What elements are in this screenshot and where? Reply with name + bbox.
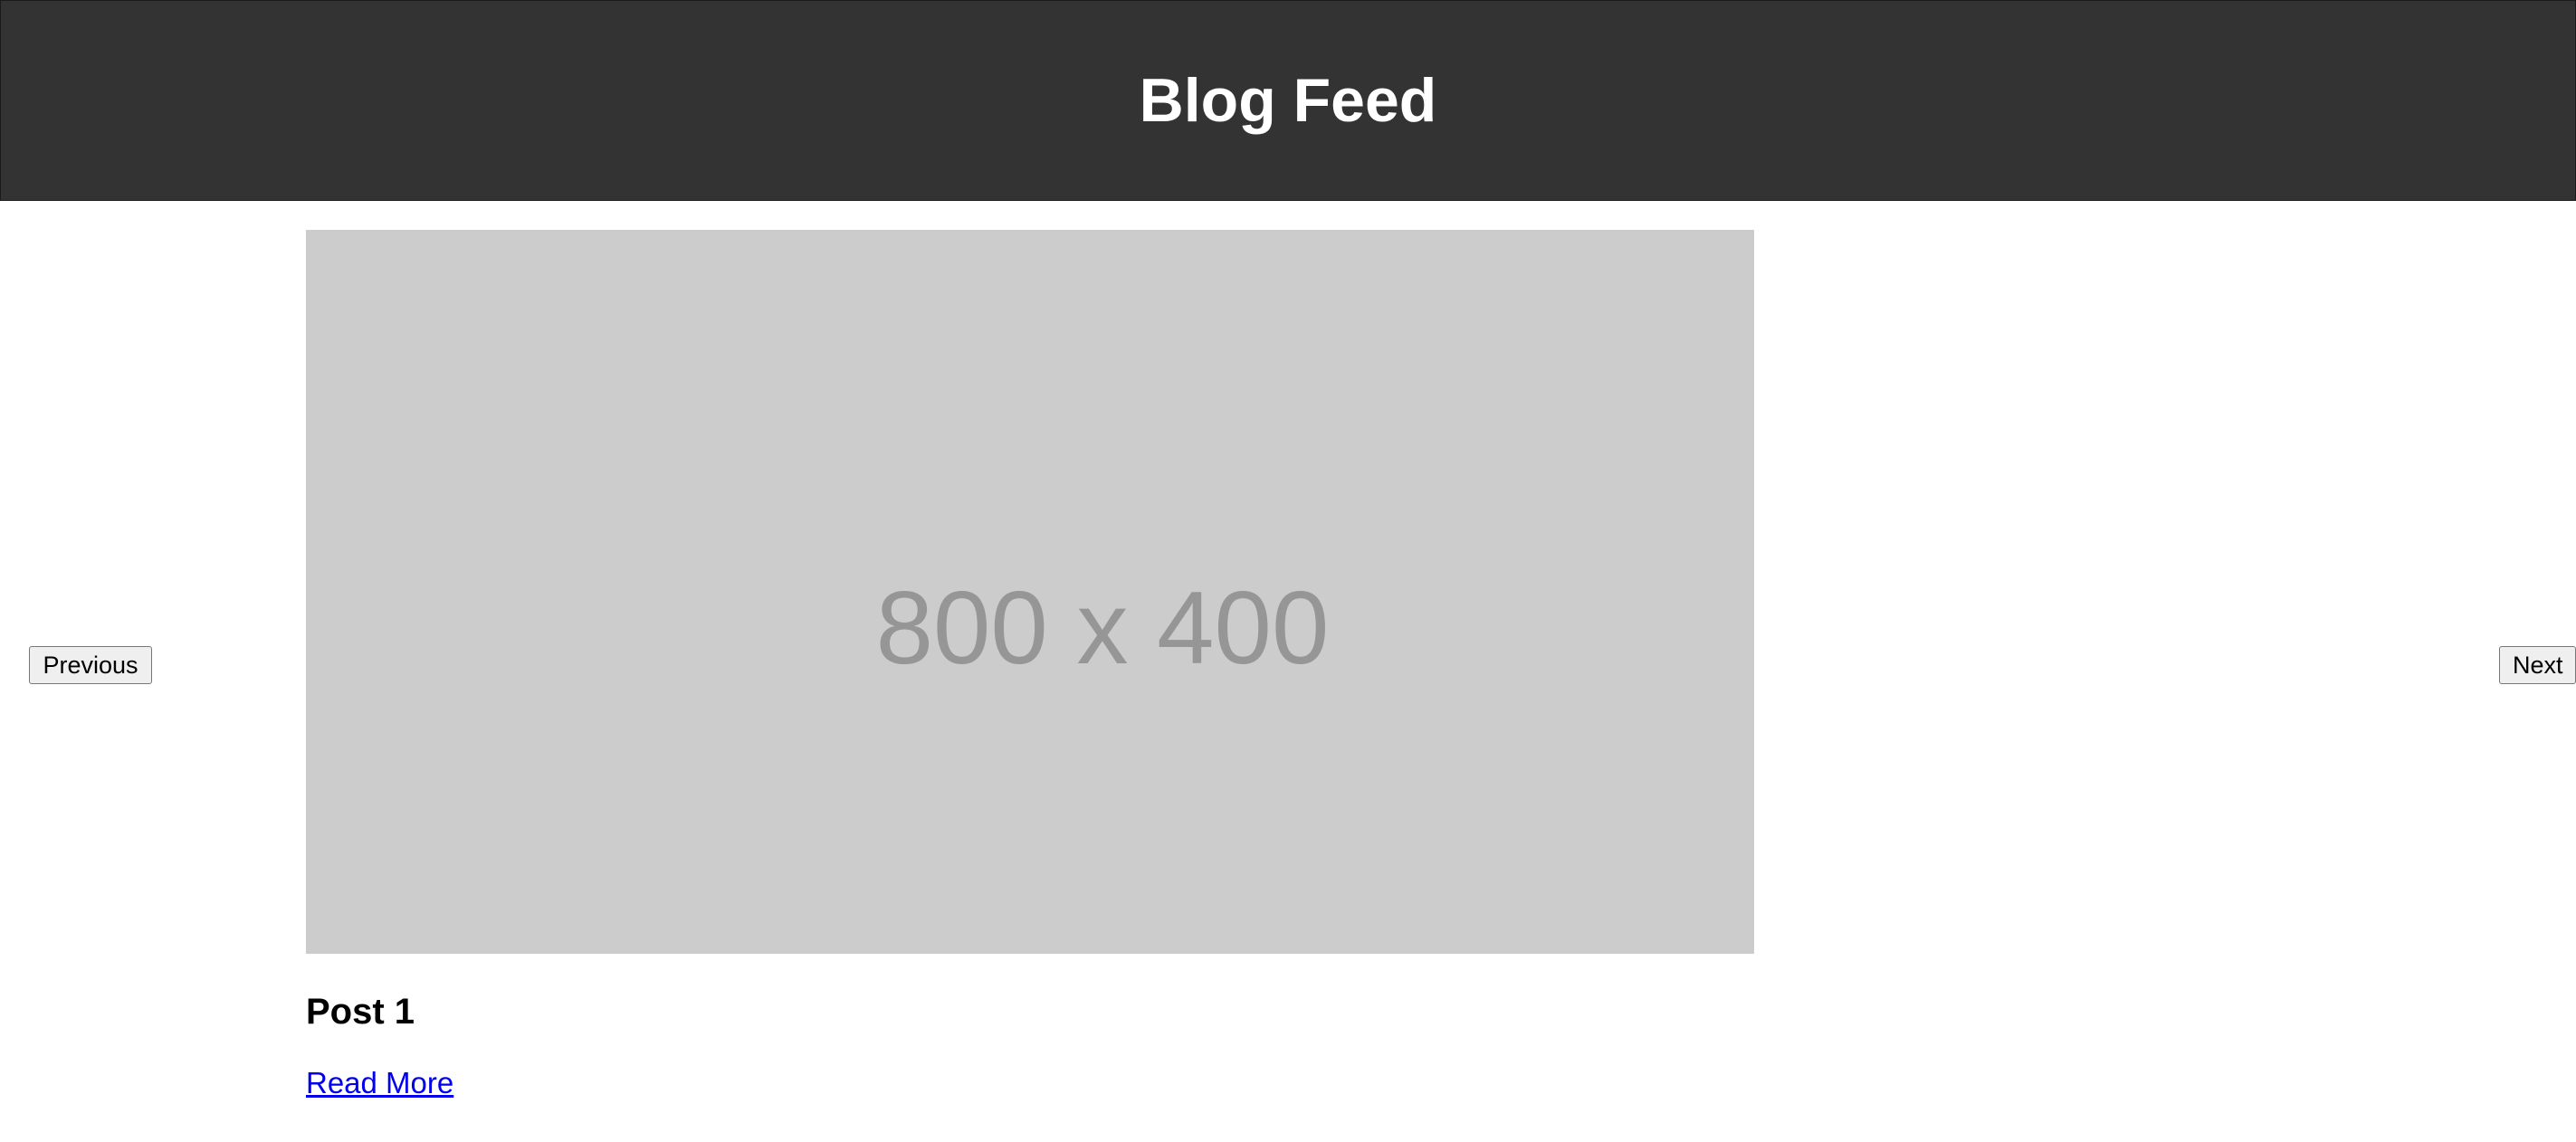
previous-button[interactable]: Previous bbox=[29, 646, 152, 684]
page-header: Blog Feed bbox=[0, 0, 2576, 201]
post-title: Post 1 bbox=[306, 992, 415, 1032]
post-image: 800 x 400 bbox=[306, 230, 1754, 954]
image-placeholder-text: 800 x 400 bbox=[875, 570, 1330, 686]
read-more-link[interactable]: Read More bbox=[306, 1066, 454, 1099]
blog-post: 800 x 400 Post 1 Read More bbox=[306, 230, 1754, 1100]
next-button[interactable]: Next bbox=[2499, 646, 2576, 684]
page-title: Blog Feed bbox=[1139, 66, 1437, 135]
